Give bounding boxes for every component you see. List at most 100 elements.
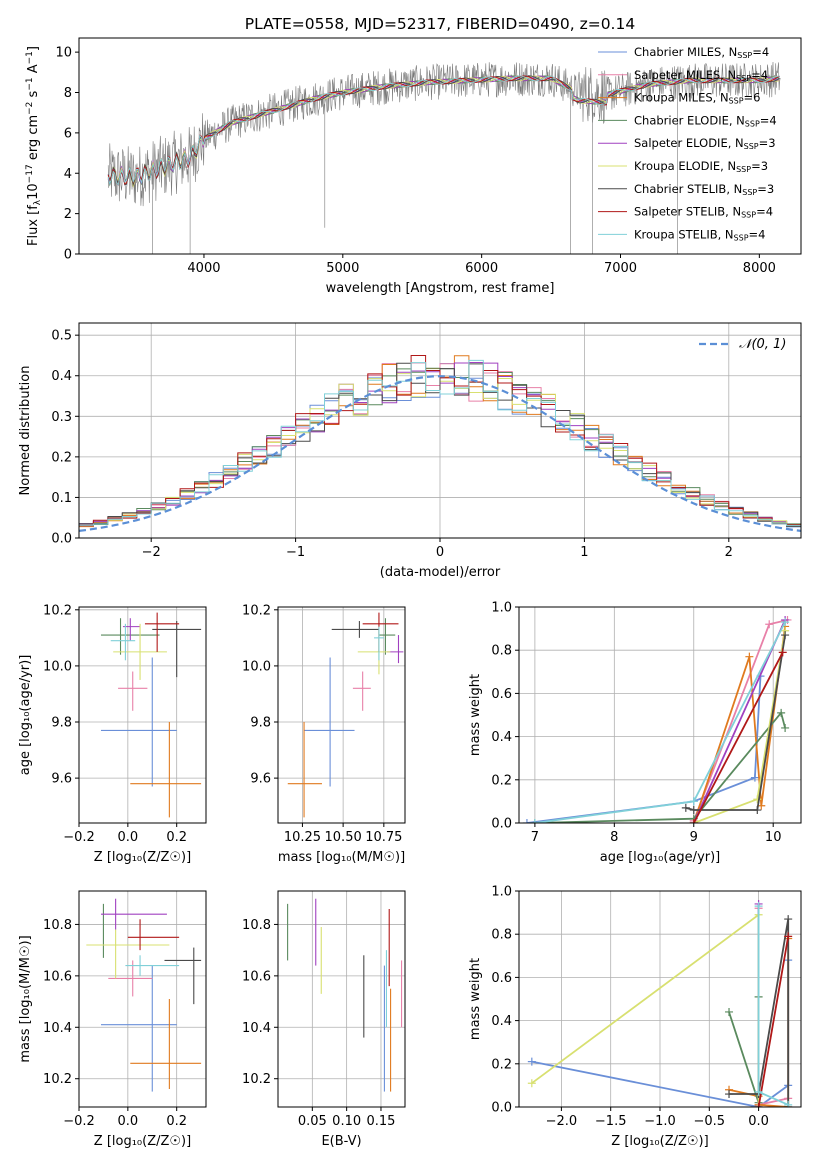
y-axis-label: age [log₁₀(age/yr)] <box>18 655 33 776</box>
x-tick-label: 10.25 <box>284 830 321 845</box>
mass-weight-marker <box>778 648 787 657</box>
x-axis-label: age [log₁₀(age/yr)] <box>600 850 721 865</box>
y-tick-label: 9.6 <box>51 772 72 787</box>
y-tick-label: 0.2 <box>491 1057 512 1072</box>
errorbar-point <box>130 999 202 1089</box>
weight-vs-Z-plot-area <box>527 899 793 1107</box>
mass-weight-marker <box>765 620 774 629</box>
y-axis-label-part: 10 <box>26 183 41 200</box>
figure-title: PLATE=0558, MJD=52317, FIBERID=0490, z=0… <box>245 15 635 33</box>
y-axis-label-part: A <box>26 64 41 77</box>
y-tick-label: 0.4 <box>491 1014 512 1029</box>
x-tick-label: 0.0 <box>118 830 139 845</box>
errorbar-point <box>125 955 180 976</box>
y-tick-label: 9.6 <box>250 772 271 787</box>
residuals-plot-area <box>79 355 801 532</box>
mass-weight-line <box>692 626 786 823</box>
residuals-panel: −2 −1 0 1 2 0.0 0.1 0.2 0.3 0.4 0.5 (data-model)/er… <box>18 322 802 580</box>
errorbar-point <box>130 722 202 818</box>
legend-nssp: =4 <box>751 68 768 82</box>
mass-weight-marker <box>781 723 790 732</box>
mass-weight-marker <box>522 819 531 823</box>
x-tick-label: 6000 <box>465 261 498 276</box>
age-vs-mass-plot-area <box>287 612 404 818</box>
legend-series-name: Kroupa ELODIE, N <box>634 159 736 173</box>
x-tick-label: −0.2 <box>63 830 95 845</box>
observed-spectrum <box>107 61 781 254</box>
legend-entry: Kroupa ELODIE, NSSP=3 <box>634 159 768 174</box>
mass-weight-marker <box>530 819 539 823</box>
legend-nssp: =4 <box>760 113 777 127</box>
mass-weight-line <box>757 936 790 1107</box>
errorbar-point <box>110 623 136 661</box>
x-axis-label: Z [log₁₀(Z/Z☉)] <box>611 1134 708 1149</box>
x-axis-label: Z [log₁₀(Z/Z☉)] <box>94 1134 191 1149</box>
mass-vs-EBV-panel: 0.05 0.10 0.15 10.2 10.4 10.6 10.8 E(B-V) <box>242 890 406 1149</box>
model-spectrum-line <box>107 75 780 188</box>
x-tick-label: −1.0 <box>644 1114 676 1129</box>
mass-weight-marker <box>527 1079 536 1088</box>
y-tick-label: 0.6 <box>491 687 512 702</box>
y-tick-label: 0.4 <box>51 369 72 384</box>
mass-vs-EBV-frame <box>277 890 406 1108</box>
weight-vs-age-plot-area <box>522 615 792 823</box>
x-axis-label: (data-model)/error <box>380 565 501 580</box>
y-axis-label-part: Flux [f <box>26 205 41 246</box>
x-tick-label: 10.75 <box>365 830 402 845</box>
x-tick-label: 10.50 <box>325 830 362 845</box>
y-tick-label: 0.2 <box>491 773 512 788</box>
legend-entry: Chabrier MILES, NSSP=4 <box>634 45 769 60</box>
y-tick-label: 10.4 <box>242 1021 271 1036</box>
x-tick-label: 0 <box>436 545 444 560</box>
legend-nssp: =4 <box>752 45 769 59</box>
legend-series-name: Salpeter ELODIE, N <box>634 136 744 150</box>
legend-subscript: SSP <box>729 97 744 106</box>
y-tick-label: 10.2 <box>242 1072 271 1087</box>
x-tick-label: −0.5 <box>694 1114 726 1129</box>
errorbar-point <box>100 965 177 1092</box>
spectrum-frame <box>78 37 802 255</box>
y-tick-label: 0.5 <box>51 329 72 344</box>
y-tick-label: 0.0 <box>51 532 72 547</box>
legend-subscript: SSP <box>736 165 751 174</box>
legend-nssp: =6 <box>744 91 761 105</box>
weight-vs-age-panel: 7 8 9 10 0.0 0.2 0.4 0.6 0.8 1.0 age [log₁₀(age/yr… <box>468 601 802 865</box>
legend-subscript: SSP <box>741 211 756 220</box>
y-tick-label: 9.8 <box>51 716 72 731</box>
y-tick-label: 10.0 <box>242 659 271 674</box>
mass-weight-marker <box>784 915 793 924</box>
mass-weight-marker <box>527 1057 536 1066</box>
x-tick-label: 7000 <box>604 261 637 276</box>
age-vs-mass-panel: 10.25 10.50 10.75 9.6 9.8 10.0 10.2 mass [log₁₀… <box>242 603 406 865</box>
x-tick-label: 0.2 <box>166 1114 187 1129</box>
weight-vs-Z-panel: −2.0 −1.5 −1.0 −0.5 0.0 0.0 0.2 0.4 0.6 0.8 1.0 Z [… <box>468 885 802 1149</box>
mass-weight-marker <box>750 773 759 782</box>
y-axis-label-part: −1 <box>25 51 35 64</box>
errorbar-point <box>374 626 384 661</box>
y-axis-label: mass weight <box>468 958 483 1040</box>
y-tick-label: 10.4 <box>43 1021 72 1036</box>
y-tick-label: 0.6 <box>491 971 512 986</box>
y-tick-label: 0.8 <box>491 928 512 943</box>
legend-entry: Chabrier ELODIE, NSSP=4 <box>634 113 777 128</box>
age-vs-Z-panel: −0.2 0.0 0.2 9.6 9.8 10.0 10.2 Z [log₁₀(Z/Z☉)] a… <box>18 603 207 865</box>
legend-entry: Salpeter MILES, NSSP=4 <box>634 68 768 83</box>
mass-weight-marker <box>777 708 786 717</box>
spectrum-plot-area <box>107 61 781 254</box>
errorbar-point <box>100 657 177 787</box>
x-tick-label: 10 <box>765 830 782 845</box>
x-tick-label: −1 <box>286 545 305 560</box>
x-tick-label: 0.10 <box>332 1114 361 1129</box>
legend-nssp: =4 <box>749 227 766 241</box>
y-tick-label: 10.0 <box>43 659 72 674</box>
y-axis-label-part: erg cm <box>26 115 41 164</box>
mass-weight-marker <box>753 806 762 815</box>
x-tick-label: −1.5 <box>595 1114 627 1129</box>
y-axis-label: Normed distribution <box>18 366 33 496</box>
x-tick-label: 0.05 <box>298 1114 327 1129</box>
x-tick-label: 4000 <box>187 261 220 276</box>
y-tick-label: 0.0 <box>491 1101 512 1116</box>
x-tick-label: 0.0 <box>748 1114 769 1129</box>
y-tick-label: 4 <box>64 167 72 182</box>
